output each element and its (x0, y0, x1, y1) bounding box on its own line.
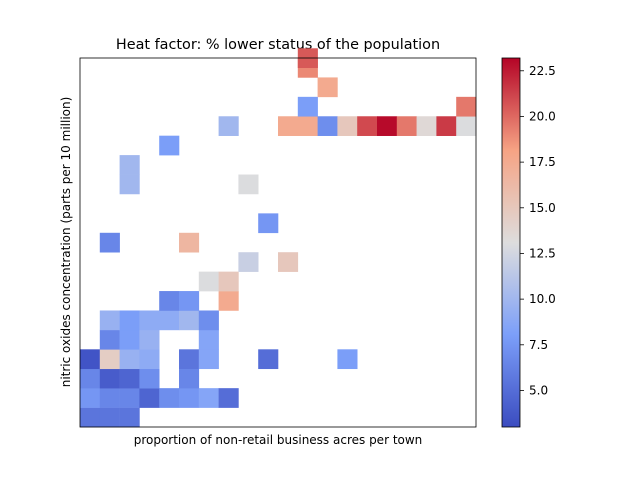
colorbar-tick-label: 17.5 (529, 155, 556, 169)
heatmap-cell (99, 368, 120, 389)
heatmap-cell (159, 388, 180, 408)
heatmap-cell (179, 388, 200, 408)
heatmap-cells (80, 48, 477, 428)
heatmap-cell (80, 407, 101, 428)
heatmap-cell (139, 310, 160, 331)
colorbar-tick-label: 20.0 (529, 109, 556, 123)
heatmap-cell (396, 116, 417, 136)
heatmap-cell (99, 407, 120, 428)
colorbar-tick-label: 10.0 (529, 292, 556, 306)
heatmap-cell (179, 310, 200, 331)
heatmap-cell (317, 116, 338, 136)
heatmap-cell (258, 349, 279, 370)
heatmap-cell (179, 368, 200, 389)
colorbar-tick-label: 15.0 (529, 201, 556, 215)
heatmap-cell (119, 155, 140, 175)
heatmap-cell (416, 116, 437, 136)
heatmap-cell (238, 174, 259, 195)
heatmap-cell (317, 77, 338, 98)
heatmap-cell (179, 232, 200, 253)
heatmap-cell (119, 388, 140, 408)
colorbar-ticks: 5.0 7.5 10.0 12.5 15.0 17.5 20.0 22.5 (520, 64, 556, 397)
y-axis-label: nitric oxides concentration (parts per 1… (59, 97, 73, 388)
heatmap-cell (119, 174, 140, 195)
heatmap-cell (119, 310, 140, 331)
heatmap-cell (80, 388, 101, 408)
heatmap-cell (99, 232, 120, 253)
colorbar-tick-label: 12.5 (529, 246, 556, 260)
heatmap-cell (456, 96, 477, 117)
heatmap-cell (238, 252, 259, 272)
heatmap-cell (436, 116, 457, 136)
colorbar-tick-label: 5.0 (529, 383, 548, 397)
heatmap-cell (80, 368, 101, 389)
heatmap-cell (278, 252, 299, 272)
heatmap-cell (159, 310, 180, 331)
chart-title: Heat factor: % lower status of the popul… (116, 37, 440, 53)
heatmap-cell (218, 116, 239, 136)
heatmap-cell (377, 116, 398, 136)
heatmap-cell (198, 349, 219, 370)
heatmap-cell (119, 368, 140, 389)
heatmap-cell (278, 116, 299, 136)
colorbar (501, 57, 521, 428)
heatmap-cell (456, 116, 477, 136)
heatmap-cell (139, 388, 160, 408)
heatmap-cell (99, 349, 120, 370)
heatmap-cell (80, 349, 101, 370)
heatmap-cell (159, 291, 180, 311)
colorbar-tick-label: 22.5 (529, 64, 556, 78)
heatmap-cell (119, 407, 140, 428)
heatmap-cell (99, 310, 120, 331)
heatmap-cell (99, 388, 120, 408)
heatmap-cell (218, 271, 239, 292)
heatmap-cell (139, 329, 160, 350)
heatmap-cell (139, 349, 160, 370)
heatmap-cell (139, 368, 160, 389)
heatmap-cell (179, 291, 200, 311)
heatmap-cell (297, 96, 318, 117)
heatmap-cell (258, 213, 279, 234)
heatmap-cell (297, 116, 318, 136)
heatmap-cell (337, 349, 358, 370)
x-axis-label: proportion of non-retail business acres … (134, 433, 423, 447)
plot-frame (79, 57, 477, 428)
heatmap-cell (198, 271, 219, 292)
heatmap-cell (357, 116, 378, 136)
heatmap-cell (218, 388, 239, 408)
heatmap-cell (218, 291, 239, 311)
heatmap-cell (179, 349, 200, 370)
heatmap-cell (337, 116, 358, 136)
heatmap-cell (119, 349, 140, 370)
heatmap-cell (198, 388, 219, 408)
heatmap-cell (119, 329, 140, 350)
heatmap-cell (159, 135, 180, 156)
heatmap-cell (198, 329, 219, 350)
heatmap-cell (99, 329, 120, 350)
heatmap-cell (198, 310, 219, 331)
colorbar-tick-label: 7.5 (529, 338, 548, 352)
